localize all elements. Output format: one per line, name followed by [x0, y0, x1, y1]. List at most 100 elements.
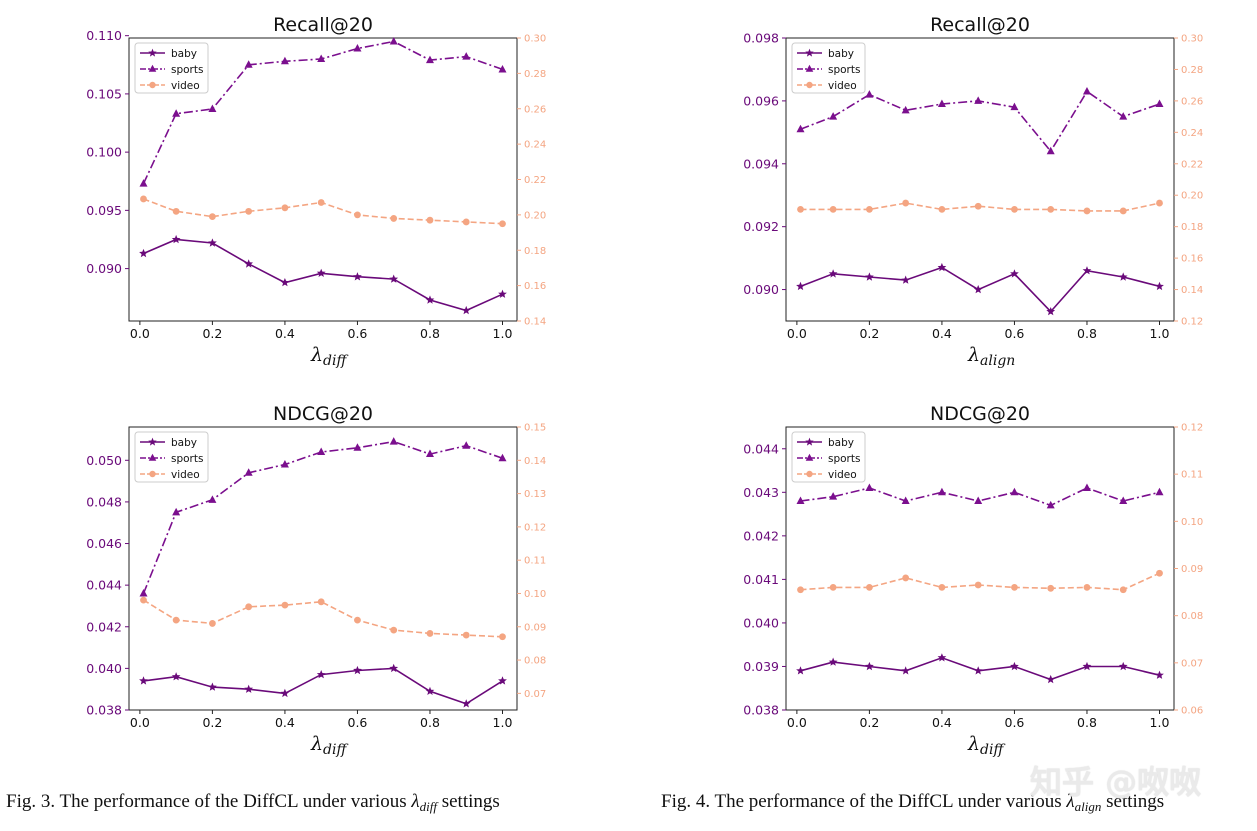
point-baby	[244, 259, 253, 268]
x-tick-label: 0.8	[420, 715, 440, 730]
point-video	[797, 205, 804, 213]
point-sports	[280, 459, 289, 468]
point-sports	[317, 54, 326, 62]
point-video	[245, 603, 253, 611]
y-right-tick-label: 0.30	[524, 34, 546, 45]
point-video	[172, 616, 180, 624]
point-video	[938, 583, 946, 591]
legend-label-sports: sports	[171, 64, 203, 76]
point-video	[462, 631, 470, 639]
y-right-tick-label: 0.10	[524, 589, 546, 600]
point-video	[281, 601, 289, 609]
point-sports	[280, 56, 289, 65]
point-baby	[316, 670, 326, 679]
x-tick-label: 0.4	[275, 326, 295, 341]
x-tick-label: 1.0	[493, 715, 513, 730]
point-video	[209, 620, 216, 627]
y-right-tick-label: 0.12	[1181, 317, 1203, 328]
point-sports	[462, 441, 471, 449]
point-sports	[244, 468, 253, 476]
point-video	[390, 626, 398, 634]
point-baby	[828, 269, 838, 278]
legend-box	[791, 42, 866, 94]
legend-marker-sports	[805, 64, 814, 72]
y-right-tick-label: 0.10	[1181, 517, 1203, 528]
y-right-tick-label: 0.20	[1181, 191, 1203, 202]
point-sports	[389, 437, 398, 445]
y-right-tick-label: 0.22	[1181, 159, 1203, 170]
y-right-tick-label: 0.18	[524, 246, 546, 257]
y-left-tick-label: 0.040	[86, 661, 122, 676]
legend-label-sports: sports	[828, 64, 860, 76]
point-video	[1119, 586, 1127, 594]
point-sports	[244, 60, 253, 68]
point-video	[829, 205, 837, 213]
x-axis-label-symbol: λ	[310, 344, 323, 366]
legend-label-baby: baby	[828, 437, 854, 449]
point-video	[1011, 205, 1018, 213]
legend-marker-video	[806, 81, 813, 89]
point-sports	[1082, 86, 1091, 95]
point-baby	[901, 666, 910, 675]
x-tick-label: 0.0	[130, 326, 150, 341]
y-left-tick-label: 0.046	[86, 536, 122, 551]
x-tick-label: 0.2	[859, 326, 879, 341]
point-baby	[208, 238, 217, 247]
caption-fig4-symbol: λ	[1066, 791, 1075, 812]
y-left-tick-label: 0.050	[86, 453, 122, 468]
y-right-tick-label: 0.14	[524, 456, 546, 467]
point-baby	[425, 295, 435, 304]
point-baby	[1118, 272, 1128, 281]
y-left-tick-label: 0.042	[743, 528, 779, 543]
series-line-baby	[800, 656, 1160, 681]
y-left-tick-label: 0.038	[86, 703, 122, 718]
y-left-tick-label: 0.105	[86, 86, 122, 101]
chart-title: NDCG@20	[930, 403, 1030, 425]
point-video	[1047, 205, 1055, 213]
y-right-tick-label: 0.20	[524, 210, 546, 221]
y-right-tick-label: 0.16	[1181, 254, 1203, 265]
point-video	[499, 633, 506, 641]
point-baby	[280, 278, 290, 287]
y-right-tick-label: 0.16	[524, 281, 546, 292]
point-baby	[280, 688, 290, 698]
point-baby	[901, 275, 910, 284]
caption-fig3-symbol: λ	[411, 791, 420, 812]
point-sports	[425, 55, 434, 64]
y-left-tick-label: 0.039	[743, 659, 779, 674]
y-right-tick-label: 0.28	[524, 69, 546, 80]
series-line-video	[143, 599, 503, 638]
point-sports	[208, 495, 217, 503]
point-video	[354, 616, 361, 624]
y-right-tick-label: 0.15	[524, 423, 546, 434]
point-video	[974, 581, 982, 589]
y-left-tick-label: 0.098	[743, 31, 779, 46]
point-sports	[865, 483, 874, 491]
x-tick-label: 0.4	[275, 715, 295, 730]
point-sports	[1155, 99, 1164, 108]
point-baby	[208, 682, 217, 691]
point-sports	[829, 112, 838, 120]
point-sports	[865, 90, 874, 98]
point-baby	[353, 665, 362, 675]
point-sports	[139, 179, 148, 187]
legend-label-baby: baby	[171, 48, 197, 60]
point-sports	[974, 96, 983, 104]
x-axis-label: λdiff	[967, 733, 1005, 758]
x-axis-label: λalign	[967, 344, 1015, 369]
chart-title: Recall@20	[930, 14, 1030, 36]
x-tick-label: 0.4	[932, 326, 952, 341]
point-sports	[1046, 146, 1055, 155]
y-left-tick-label: 0.090	[86, 261, 122, 276]
legend-label-video: video	[171, 469, 200, 481]
point-sports	[353, 443, 362, 451]
chart-panel-3: NDCG@20 0.0 0.2 0.4 0.6 0.8 1.0 0.038 0.040 0.042…	[86, 403, 546, 758]
y-right-tick-label: 0.08	[1181, 611, 1203, 622]
point-baby	[498, 289, 507, 298]
y-right-tick-label: 0.09	[524, 622, 546, 633]
y-right-tick-label: 0.28	[1181, 65, 1203, 76]
x-axis-label: λdiff	[310, 733, 348, 758]
y-right-tick-label: 0.11	[1181, 470, 1203, 481]
point-sports	[172, 507, 181, 516]
